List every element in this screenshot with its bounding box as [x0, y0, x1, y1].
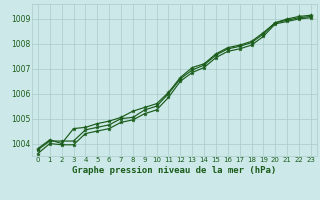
X-axis label: Graphe pression niveau de la mer (hPa): Graphe pression niveau de la mer (hPa) [72, 166, 276, 175]
